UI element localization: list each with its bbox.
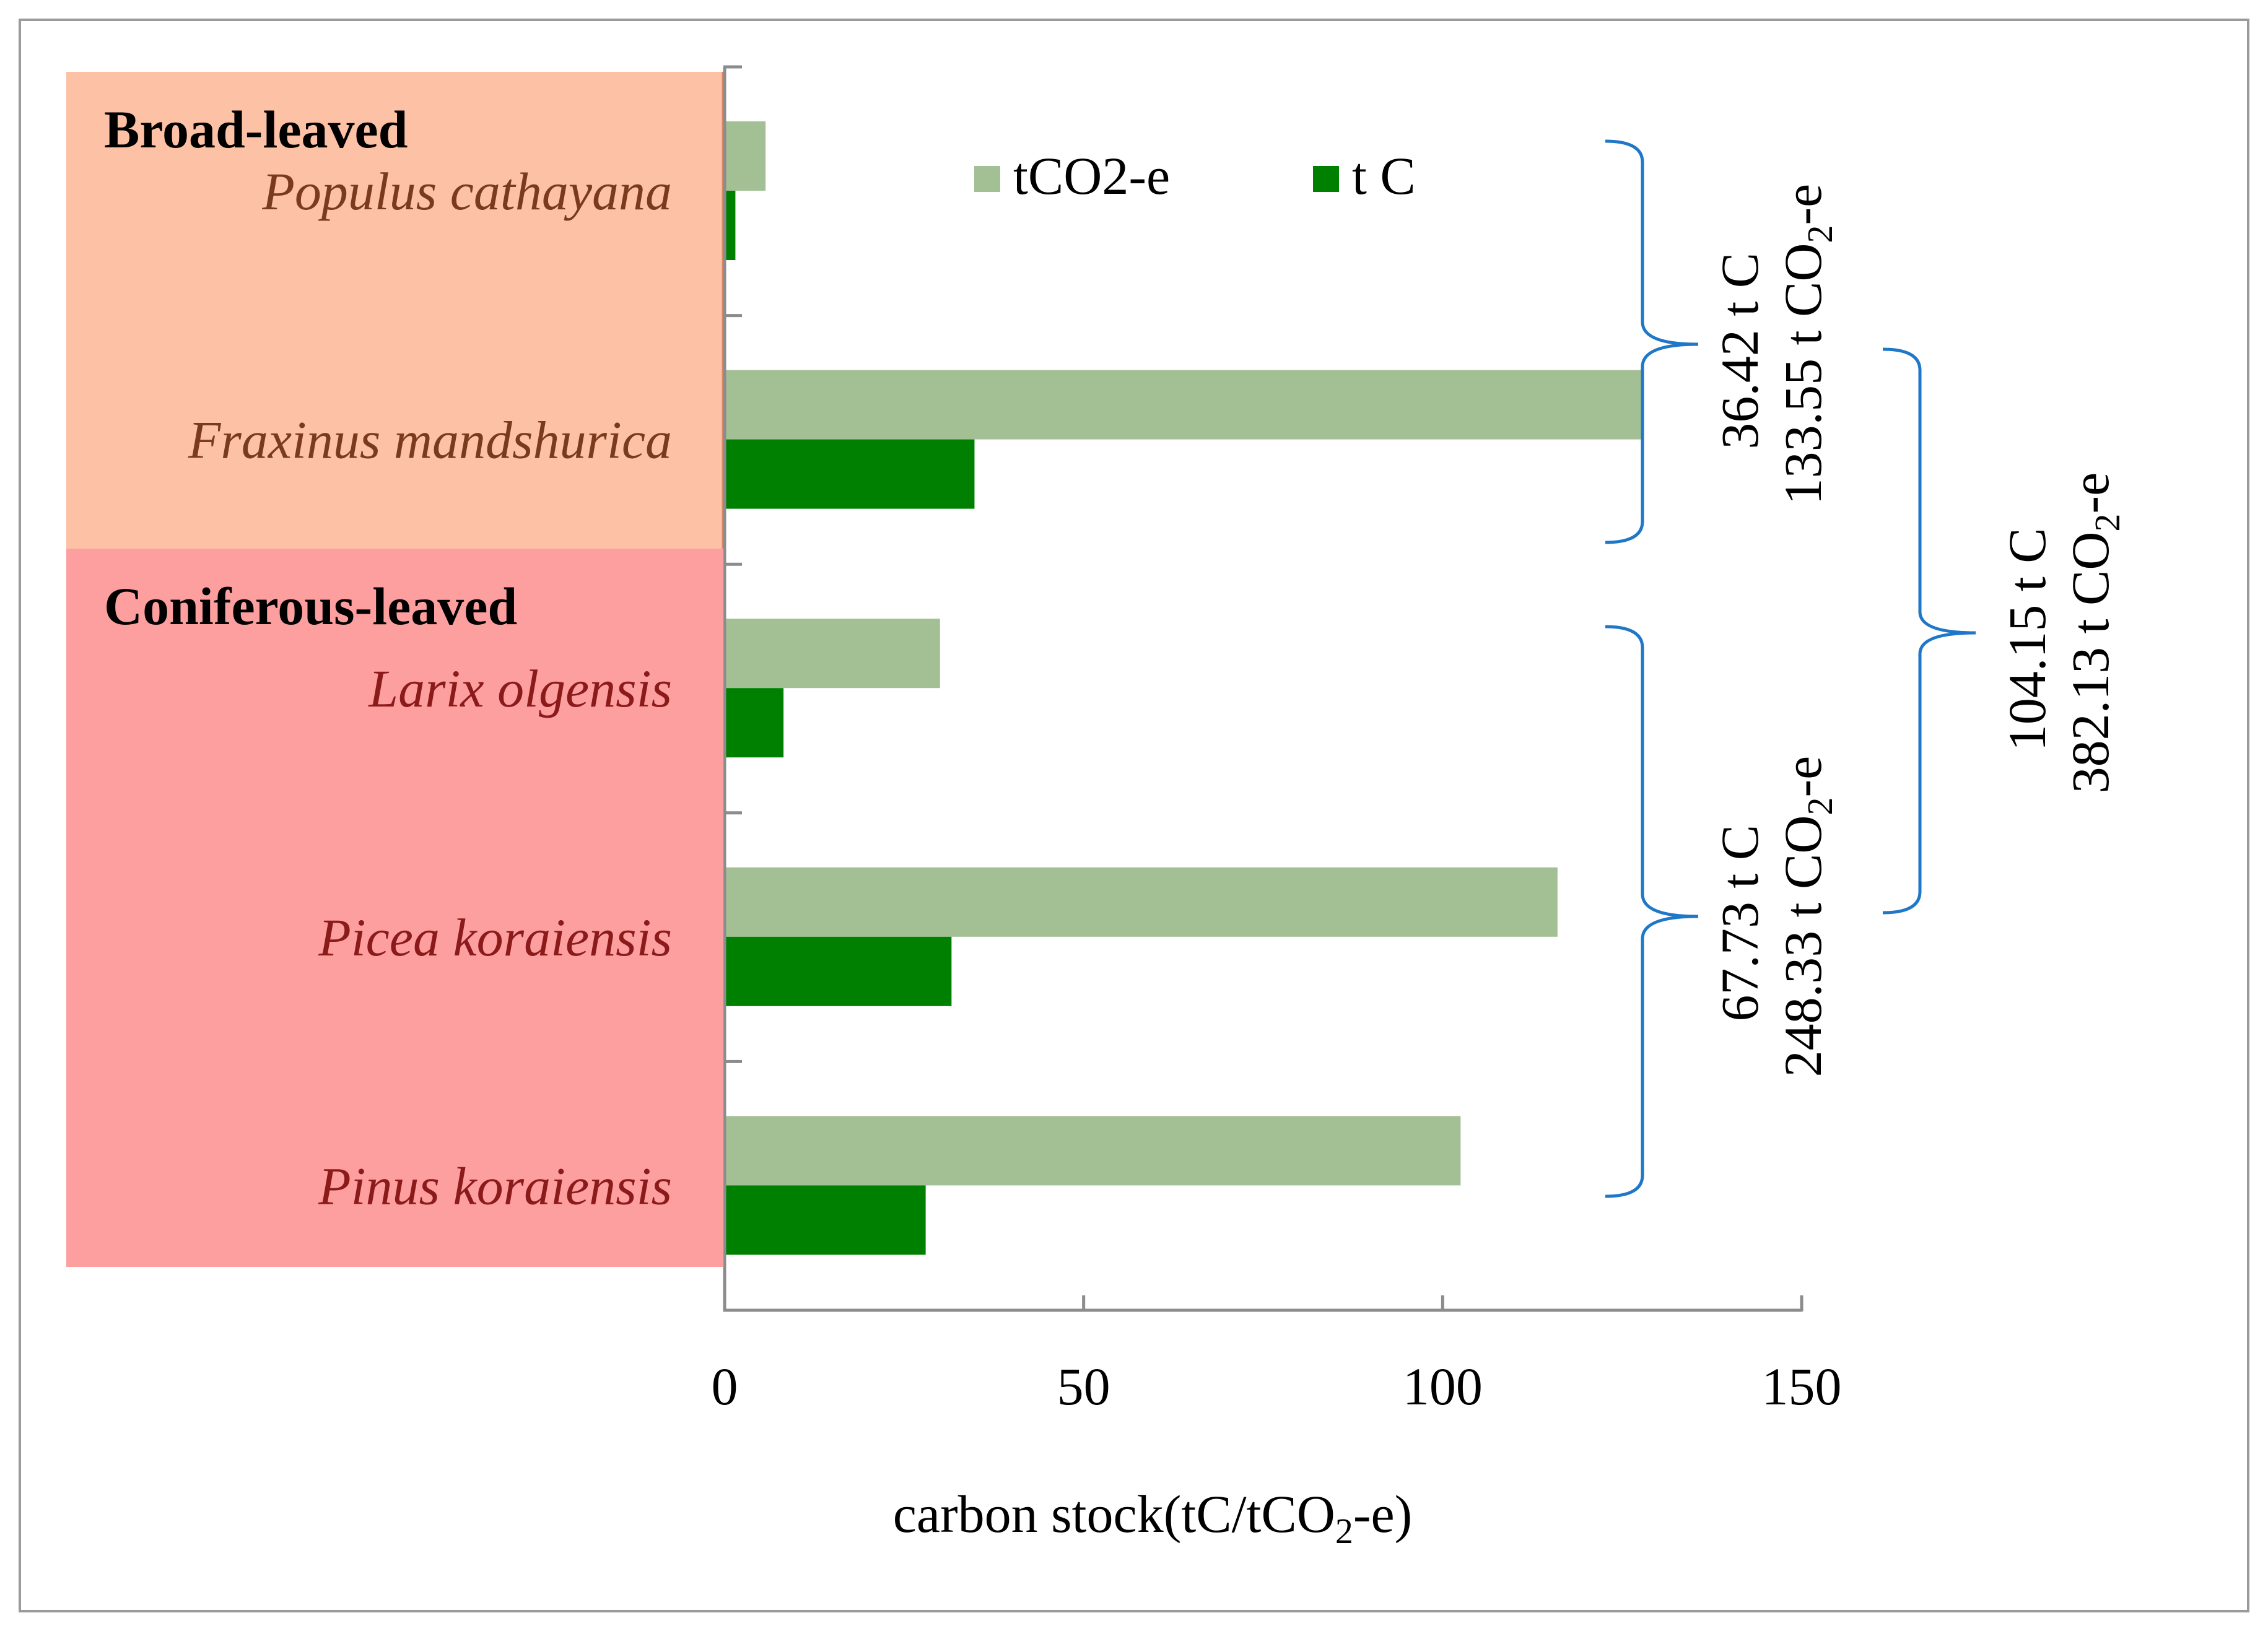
bar-fraxinus-mandshurica-t-c [725,439,975,509]
category-label-pinus-koraiensis: Pinus koraiensis [318,1156,672,1216]
legend-swatch-tc [1313,166,1339,192]
bar-picea-koraiensis-tco2-e [725,867,1558,937]
bar-populus-cathayana-tco2-e [725,121,766,191]
brace-coniferous-leaved [1605,625,1699,1198]
category-labels: Populus cathayana Fraxinus mandshurica Lar… [188,162,672,1216]
category-label-fraxinus-mandshurica: Fraxinus mandshurica [188,411,672,470]
group-label-broad-leaved: Broad-leaved [104,100,408,159]
bars-layer [725,121,1644,1255]
annotation-coniferous-leaved-total: 67.73 t C 248.33 t CO2-e [1710,756,1840,1077]
legend-label-tc: t C [1352,146,1416,206]
x-axis-ticks: 0 50 100 150 [712,1295,1842,1416]
bar-pinus-koraiensis-t-c [725,1185,926,1255]
bar-fraxinus-mandshurica-tco2-e [725,370,1644,440]
category-label-populus-cathayana: Populus cathayana [261,162,672,221]
category-label-larix-olgensis: Larix olgensis [367,659,672,718]
bar-larix-olgensis-tco2-e [725,619,940,689]
category-label-picea-koraiensis: Picea koraiensis [318,908,672,967]
y-axis-ticks [723,65,742,1312]
x-axis-title: carbon stock(tC/tCO2-e) [893,1484,1413,1551]
brace-total [1882,347,1976,915]
x-tick-label: 100 [1403,1357,1483,1416]
bar-larix-olgensis-t-c [725,688,784,758]
legend: tCO2-e t C [974,146,1416,206]
bar-pinus-koraiensis-tco2-e [725,1116,1461,1186]
annotation-overall-total: 104.15 t C 382.13 t CO2-e [1997,472,2127,794]
x-tick-label: 150 [1762,1357,1842,1416]
legend-label-tco2e: tCO2-e [1013,146,1170,206]
legend-swatch-tco2e [974,166,1000,192]
broad-leaved-panel [66,72,723,549]
brace-broad-leaved [1605,139,1699,544]
bar-populus-cathayana-t-c [725,191,736,260]
chart-frame [19,19,2249,1612]
bar-picea-koraiensis-t-c [725,936,952,1006]
x-tick-label: 0 [712,1357,738,1416]
x-tick-label: 50 [1057,1357,1110,1416]
group-label-coniferous-leaved: Coniferous-leaved [104,576,517,636]
coniferous-leaved-panel [66,549,723,1267]
annotation-broad-leaved-total: 36.42 t C 133.55 t CO2-e [1710,184,1840,505]
